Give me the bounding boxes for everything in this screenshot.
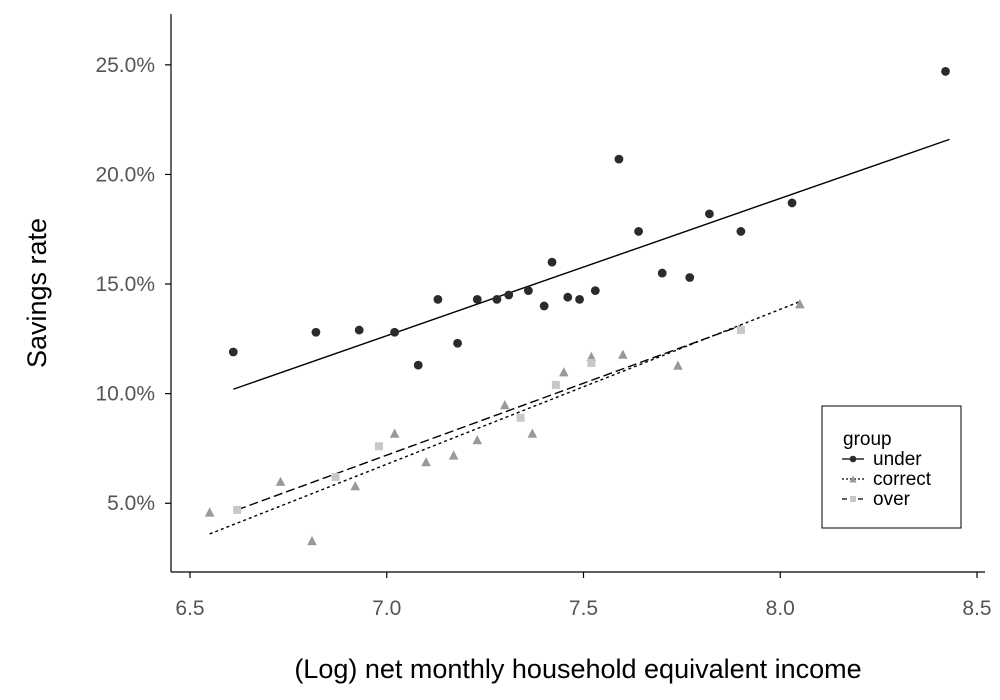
point-correct xyxy=(500,400,510,410)
legend-label-correct: correct xyxy=(873,469,932,490)
y-tick-label: 10.0% xyxy=(95,383,155,406)
point-under xyxy=(539,301,549,311)
point-over xyxy=(233,505,242,514)
point-correct xyxy=(795,299,805,309)
point-correct xyxy=(673,360,683,370)
point-over xyxy=(736,326,745,335)
point-correct xyxy=(448,450,459,460)
point-correct xyxy=(586,351,597,361)
point-under xyxy=(590,286,600,296)
x-tick-label: 7.0 xyxy=(372,597,401,620)
legend-marker-under xyxy=(849,455,857,463)
y-axis-title: Savings rate xyxy=(22,218,52,368)
fit-line-correct xyxy=(209,300,801,535)
point-under xyxy=(736,227,746,236)
point-under xyxy=(472,294,482,304)
point-under xyxy=(563,292,573,302)
point-over xyxy=(587,358,596,367)
point-under xyxy=(941,67,950,76)
point-under xyxy=(228,347,238,357)
legend-label-over: over xyxy=(873,489,911,510)
axes: 5.0% 10.0% 15.0% 20.0% 25.0% 6.5 7.0 7.5 8.0 8.5 xyxy=(95,14,992,620)
point-under xyxy=(685,273,695,282)
point-over xyxy=(516,413,525,422)
point-under xyxy=(453,338,462,348)
legend-marker-correct xyxy=(849,475,857,483)
point-under xyxy=(433,294,443,304)
point-over xyxy=(331,472,340,481)
fit-lines xyxy=(209,138,950,535)
point-under xyxy=(614,154,624,164)
point-under xyxy=(492,294,502,304)
point-under xyxy=(705,209,714,219)
point-correct xyxy=(559,367,569,377)
x-axis-title: (Log) net monthly household equivalent i… xyxy=(294,654,861,684)
point-under xyxy=(311,327,321,337)
point-under xyxy=(547,257,557,267)
point-correct xyxy=(389,428,400,438)
point-under xyxy=(634,227,643,236)
legend-label-under: under xyxy=(873,449,922,470)
point-under xyxy=(413,360,423,370)
fit-line-over xyxy=(236,325,742,511)
point-over xyxy=(551,380,560,389)
data-points xyxy=(204,67,950,546)
x-tick-label: 8.0 xyxy=(766,597,795,620)
point-correct xyxy=(275,476,286,486)
point-under xyxy=(504,290,514,300)
y-tick-label: 5.0% xyxy=(107,492,155,515)
y-tick-label: 15.0% xyxy=(95,273,155,296)
legend-box xyxy=(821,405,962,529)
y-tick-label: 20.0% xyxy=(95,163,155,186)
fit-line-under xyxy=(233,138,950,390)
point-correct xyxy=(421,456,431,467)
point-under xyxy=(524,286,533,296)
point-under xyxy=(354,325,364,335)
y-tick-label: 25.0% xyxy=(95,54,155,77)
legend-marker-over xyxy=(850,496,856,502)
point-over xyxy=(374,442,383,451)
point-correct xyxy=(350,481,361,491)
point-correct xyxy=(472,435,483,445)
point-correct xyxy=(307,535,317,546)
x-tick-label: 8.5 xyxy=(962,597,991,620)
point-correct xyxy=(527,428,538,438)
x-tick-label: 6.5 xyxy=(175,597,204,620)
x-tick-label: 7.5 xyxy=(569,597,598,620)
point-under xyxy=(575,294,584,304)
point-correct xyxy=(204,507,215,517)
point-under xyxy=(787,198,797,208)
point-under xyxy=(657,268,667,278)
legend-title: group xyxy=(843,429,892,450)
point-under xyxy=(390,327,400,337)
point-correct xyxy=(618,349,628,359)
